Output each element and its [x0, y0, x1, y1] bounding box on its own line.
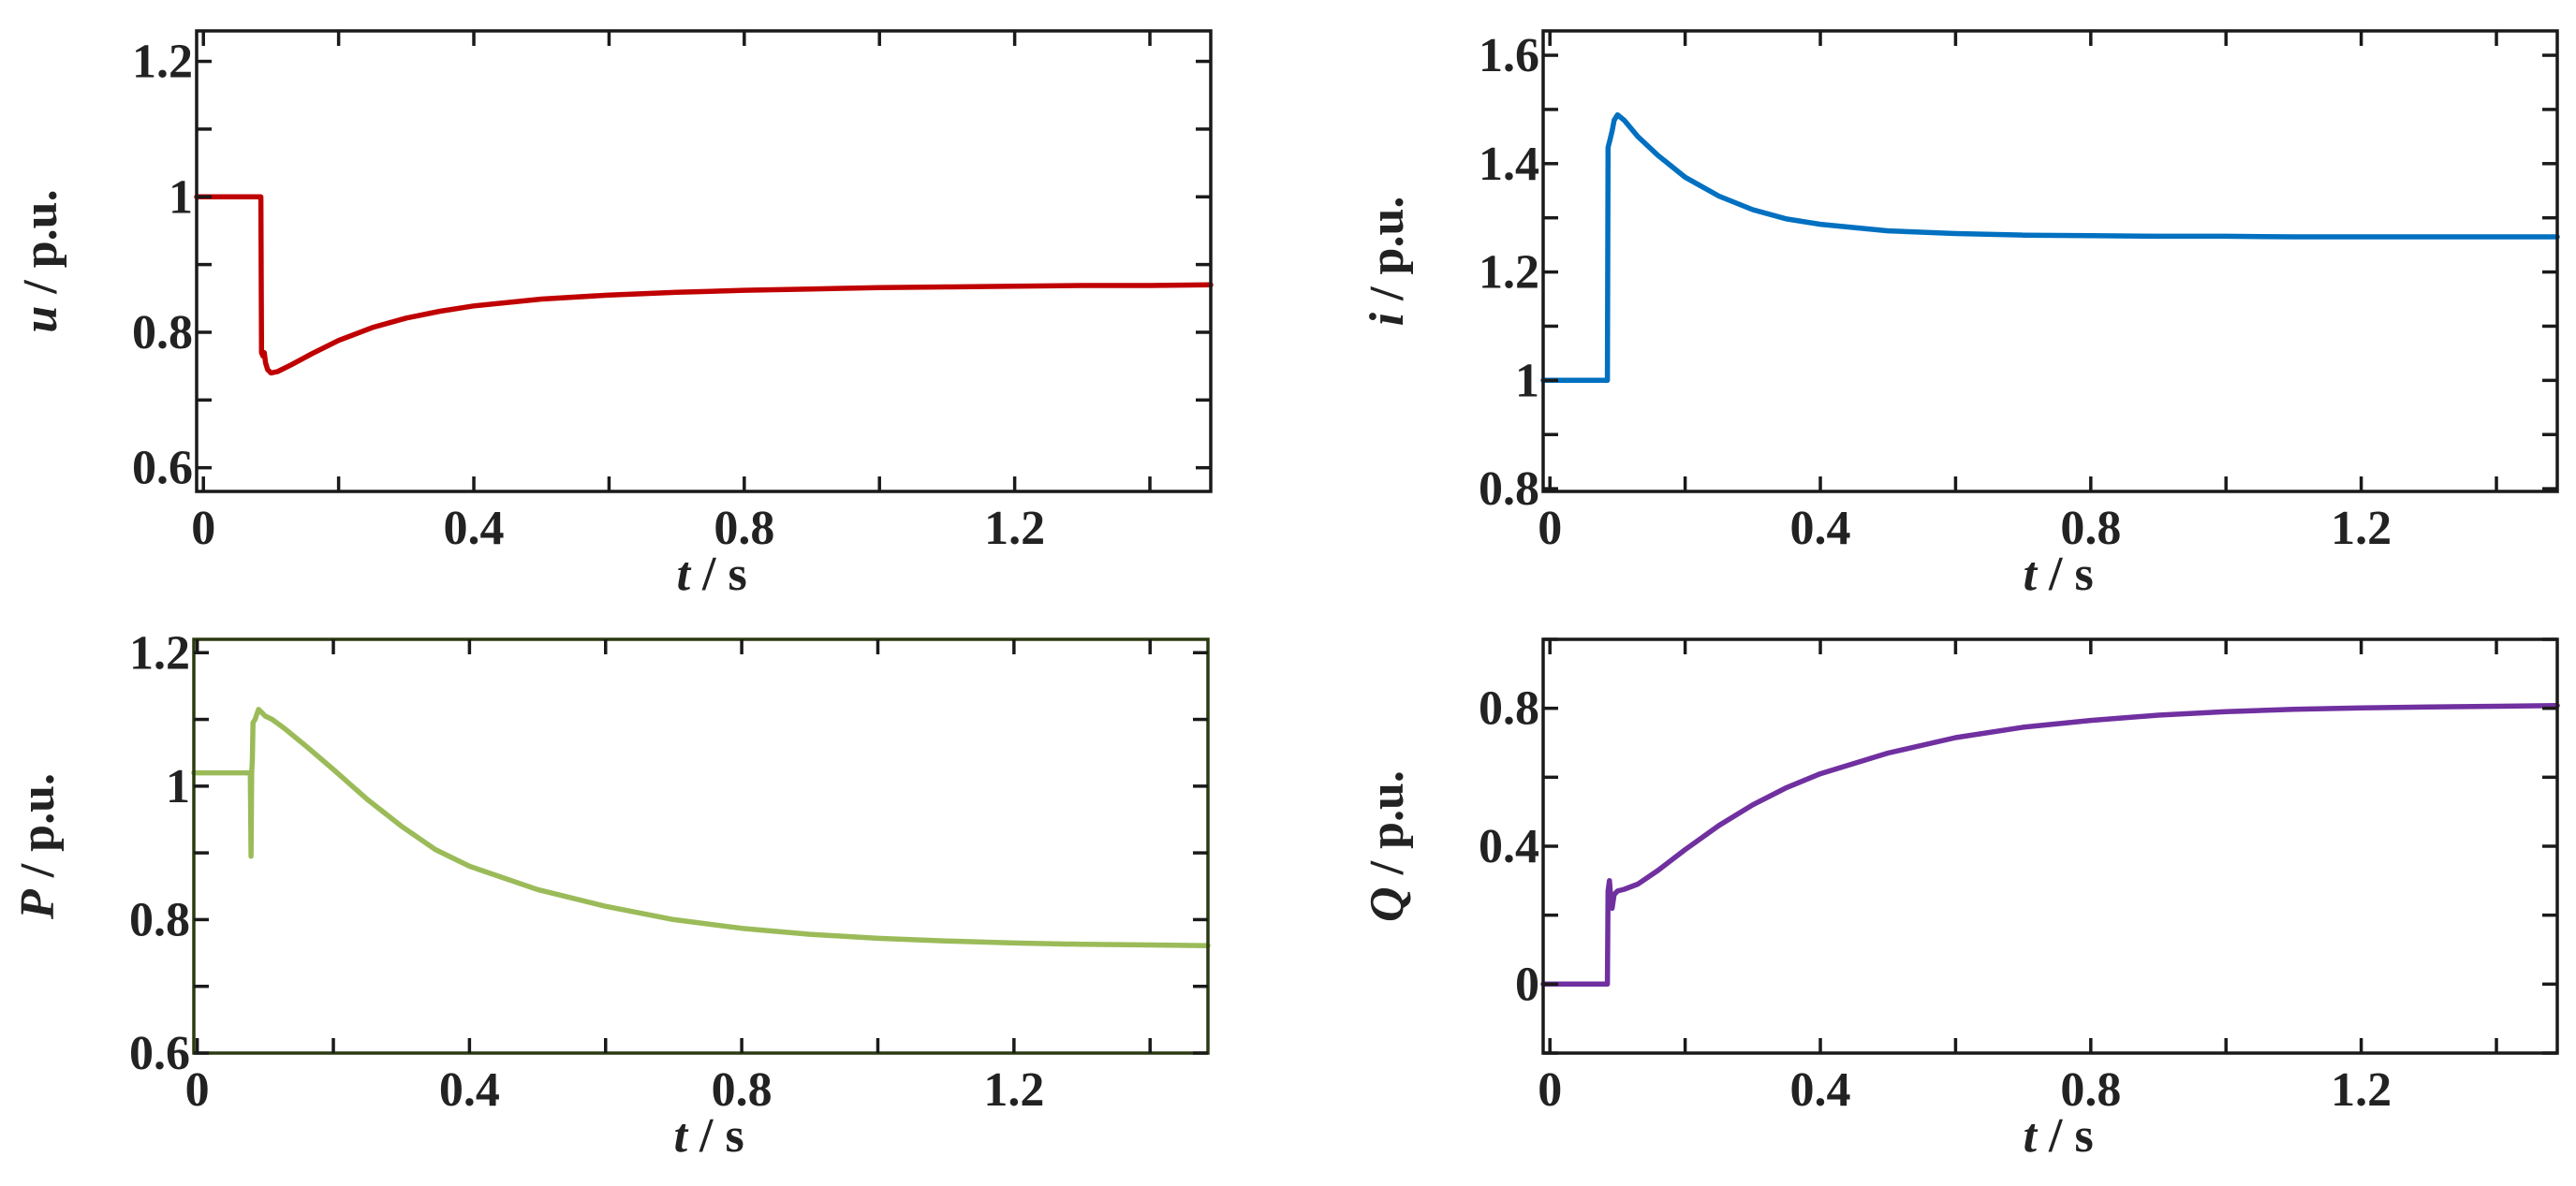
series-line-Q — [1540, 702, 2560, 988]
plot-frame — [1541, 637, 2559, 1055]
x-tick-label: 0.4 — [1790, 502, 1851, 555]
y-tick-label: 0.8 — [1479, 682, 1539, 736]
y-tick-label: 1 — [169, 170, 193, 224]
y-tick-label: 1 — [1515, 354, 1539, 407]
panel-u: 0 0.4 0.8 1.2 0.6 0.8 1 1.2 t / s u / p.u. — [14, 29, 1214, 601]
x-tick-label: 0 — [1538, 502, 1562, 555]
y-tick-label: 0.8 — [132, 306, 193, 359]
panel-i: 0 0.4 0.8 1.2 0.8 1 1.2 1.4 1.6 t / s i / p.u. — [1361, 29, 2560, 601]
y-axis-label: P / p.u. — [11, 773, 65, 920]
x-tick-label: 0 — [191, 502, 215, 555]
plot-frame — [195, 29, 1213, 493]
y-tick-label: 1.2 — [129, 626, 190, 680]
x-tick-label: 1.2 — [2331, 1063, 2392, 1117]
y-axis-label: Q / p.u. — [1361, 770, 1414, 922]
y-tick-label: 0.4 — [1479, 820, 1539, 873]
x-axis-label: t / s — [2024, 548, 2094, 601]
x-axis-label: t / s — [677, 548, 747, 601]
x-tick-label: 0.4 — [444, 502, 505, 555]
x-axis-label: t / s — [2024, 1109, 2094, 1163]
x-tick-label: 0.4 — [1790, 1063, 1851, 1117]
y-tick-label: 0 — [1515, 958, 1539, 1011]
x-tick-label: 0.8 — [2060, 1063, 2121, 1117]
series-line-P — [191, 707, 1211, 948]
x-tick-label: 0.4 — [439, 1063, 500, 1117]
x-tick-label: 0.8 — [2060, 502, 2121, 555]
x-tick-label: 0.8 — [712, 1063, 773, 1117]
y-tick-label: 0.8 — [129, 893, 190, 946]
x-tick-label: 1.2 — [983, 1063, 1044, 1117]
x-tick-label: 1.2 — [2331, 502, 2392, 555]
plot-frame — [192, 637, 1210, 1055]
y-axis-label: i / p.u. — [1361, 197, 1414, 327]
y-tick-label: 0.6 — [132, 442, 193, 495]
y-tick-label: 1.6 — [1479, 29, 1539, 82]
x-tick-label: 0 — [1538, 1063, 1562, 1117]
plot-frame — [1541, 29, 2559, 493]
y-tick-label: 0.8 — [1479, 462, 1539, 516]
x-tick-label: 0 — [185, 1063, 210, 1117]
x-tick-label: 1.2 — [984, 502, 1045, 555]
series-line-i — [1540, 111, 2560, 384]
y-tick-label: 0.6 — [129, 1027, 190, 1080]
panel-Q: 0 0.4 0.8 1.200.40.8t / sQ / p.u. — [1361, 637, 2560, 1163]
panel-P: 0 0.4 0.8 1.2 0.6 0.8 1 1.2 t / s P / p.u. — [11, 626, 1211, 1163]
x-tick-label: 0.8 — [714, 502, 774, 555]
x-axis-label: t / s — [674, 1109, 744, 1163]
y-tick-label: 1.2 — [1479, 246, 1539, 300]
y-tick-label: 1 — [166, 760, 190, 813]
y-tick-label: 1.4 — [1479, 138, 1539, 191]
y-axis-label: u / p.u. — [14, 189, 67, 332]
y-tick-label: 1.2 — [132, 36, 193, 89]
series-line-u — [194, 194, 1214, 376]
